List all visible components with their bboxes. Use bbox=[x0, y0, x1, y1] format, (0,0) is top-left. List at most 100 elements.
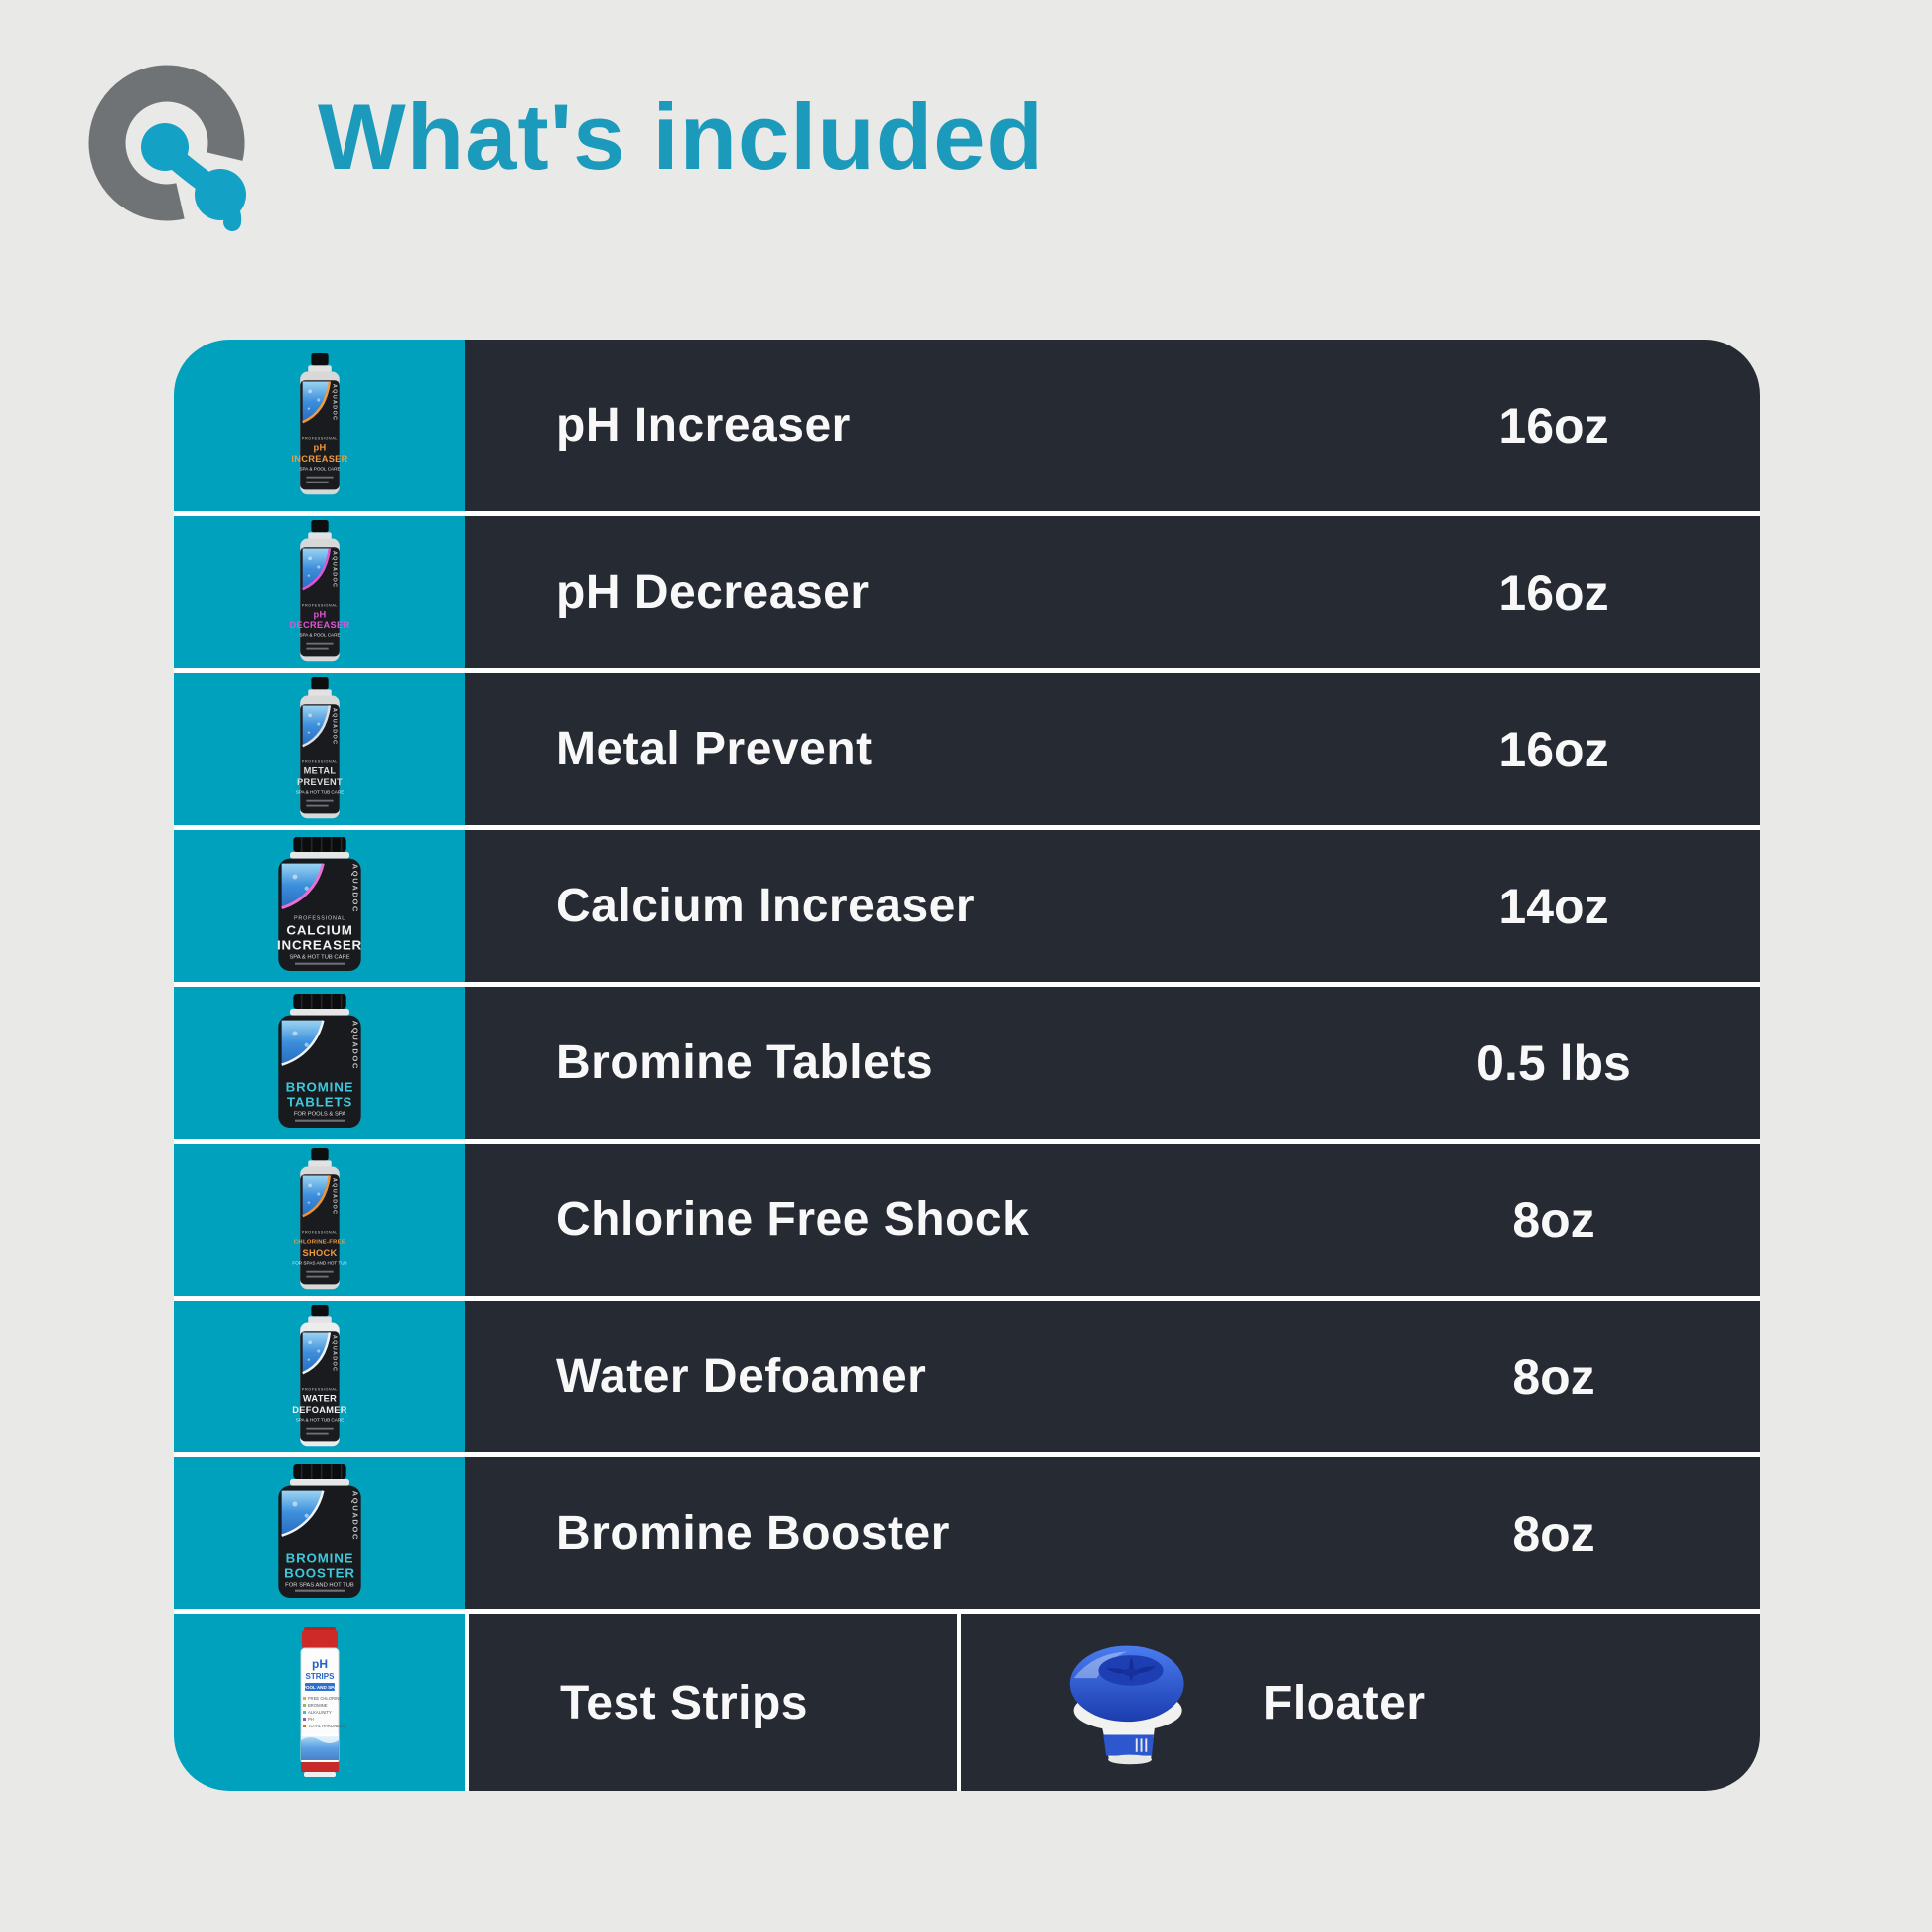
svg-text:FREE CHLORINE: FREE CHLORINE bbox=[308, 1696, 342, 1701]
svg-text:AQUADOC: AQUADOC bbox=[331, 1334, 337, 1371]
product-name: Bromine Tablets bbox=[556, 1036, 934, 1089]
table-row-water-defoamer: AQUADOC PROFESSIONAL WATER DEFOAMER SPA … bbox=[174, 1301, 1760, 1452]
table-row-chlorine-free-shock: AQUADOC PROFESSIONAL CHLORINE-FREE SHOCK… bbox=[174, 1144, 1760, 1296]
product-size: 8oz bbox=[1512, 1505, 1595, 1562]
product-row-main: pH Decreaser 16oz bbox=[465, 516, 1760, 668]
product-name: Metal Prevent bbox=[556, 723, 873, 775]
svg-text:FOR SPAS AND HOT TUB: FOR SPAS AND HOT TUB bbox=[292, 1260, 346, 1265]
svg-text:PREVENT: PREVENT bbox=[297, 776, 343, 786]
product-row-main: Water Defoamer 8oz bbox=[465, 1301, 1760, 1452]
svg-text:TOTAL HARDNESS: TOTAL HARDNESS bbox=[308, 1724, 345, 1728]
table-row-metal-prevent: AQUADOC PROFESSIONAL METAL PREVENT SPA &… bbox=[174, 673, 1760, 825]
svg-text:METAL: METAL bbox=[303, 765, 336, 775]
svg-text:INCREASER: INCREASER bbox=[291, 453, 347, 463]
product-size: 8oz bbox=[1512, 1191, 1595, 1248]
table-row-test-strips-floater: pH STRIPS POOL AND SPA FREE CHLORINE BRO… bbox=[174, 1614, 1760, 1791]
product-size: 16oz bbox=[1498, 564, 1609, 621]
included-items-table: AQUADOC PROFESSIONAL pH INCREASER SPA & … bbox=[174, 340, 1760, 1791]
product-image-cell: AQUADOC BROMINE BOOSTER FOR SPAS AND HOT… bbox=[174, 1457, 465, 1609]
page-title: What's included bbox=[318, 84, 1044, 189]
svg-text:PROFESSIONAL: PROFESSIONAL bbox=[301, 759, 337, 763]
product-row-main: Metal Prevent 16oz bbox=[465, 673, 1760, 825]
svg-text:PH: PH bbox=[308, 1717, 314, 1722]
calcium-increaser-jar-image: AQUADOC PROFESSIONAL CALCIUM INCREASER S… bbox=[277, 836, 362, 971]
svg-text:AQUADOC: AQUADOC bbox=[331, 550, 337, 587]
svg-text:TABLETS: TABLETS bbox=[286, 1094, 351, 1109]
svg-text:AQUADOC: AQUADOC bbox=[350, 863, 359, 912]
table-row-bromine-tablets: AQUADOC BROMINE TABLETS FOR POOLS & SPA … bbox=[174, 987, 1760, 1139]
table-row-ph-increaser: AQUADOC PROFESSIONAL pH INCREASER SPA & … bbox=[174, 340, 1760, 511]
product-name: Water Defoamer bbox=[556, 1350, 927, 1403]
svg-text:DEFOAMER: DEFOAMER bbox=[292, 1404, 347, 1414]
ph-increaser-bottle-image: AQUADOC PROFESSIONAL pH INCREASER SPA & … bbox=[291, 352, 347, 494]
chlorine-free-shock-bottle-image: AQUADOC PROFESSIONAL CHLORINE-FREE SHOCK… bbox=[292, 1147, 346, 1289]
product-name: pH Increaser bbox=[556, 399, 851, 452]
test-strips-cell: Test Strips bbox=[469, 1614, 957, 1791]
ph-decreaser-bottle-image: AQUADOC PROFESSIONAL pH DECREASER SPA & … bbox=[289, 519, 349, 661]
bottle-brand-text: AQUADOC bbox=[331, 383, 337, 420]
svg-text:BROMINE: BROMINE bbox=[308, 1703, 328, 1708]
floater-cell: Floater bbox=[961, 1614, 1760, 1791]
svg-text:CALCIUM: CALCIUM bbox=[286, 922, 352, 937]
product-size: 16oz bbox=[1498, 721, 1609, 777]
product-size: 16oz bbox=[1498, 397, 1609, 454]
svg-text:PROFESSIONAL: PROFESSIONAL bbox=[301, 1387, 337, 1391]
svg-text:POOL AND SPA: POOL AND SPA bbox=[302, 1685, 337, 1690]
svg-text:AQUADOC: AQUADOC bbox=[350, 1490, 359, 1540]
svg-text:SPA & HOT TUB CARE: SPA & HOT TUB CARE bbox=[295, 1417, 344, 1422]
svg-text:SPA & POOL CARE: SPA & POOL CARE bbox=[299, 632, 340, 637]
product-image-cell: AQUADOC PROFESSIONAL WATER DEFOAMER SPA … bbox=[174, 1301, 465, 1452]
product-name: pH Decreaser bbox=[556, 566, 870, 619]
floater-label: Floater bbox=[1263, 1676, 1426, 1729]
table-row-calcium-increaser: AQUADOC PROFESSIONAL CALCIUM INCREASER S… bbox=[174, 830, 1760, 982]
product-image-cell: AQUADOC PROFESSIONAL pH INCREASER SPA & … bbox=[174, 340, 465, 511]
water-defoamer-bottle-image: AQUADOC PROFESSIONAL WATER DEFOAMER SPA … bbox=[292, 1304, 347, 1446]
product-row-main: Bromine Tablets 0.5 lbs bbox=[465, 987, 1760, 1139]
svg-text:SHOCK: SHOCK bbox=[302, 1247, 337, 1257]
svg-text:SPA & POOL CARE: SPA & POOL CARE bbox=[299, 466, 340, 471]
bromine-booster-jar-image: AQUADOC BROMINE BOOSTER FOR SPAS AND HOT… bbox=[277, 1463, 361, 1598]
product-image-cell: pH STRIPS POOL AND SPA FREE CHLORINE BRO… bbox=[174, 1614, 465, 1791]
product-image-cell: AQUADOC PROFESSIONAL CALCIUM INCREASER S… bbox=[174, 830, 465, 982]
product-image-cell: AQUADOC BROMINE TABLETS FOR POOLS & SPA bbox=[174, 987, 465, 1139]
svg-text:pH: pH bbox=[312, 1657, 328, 1671]
product-name: Calcium Increaser bbox=[556, 880, 976, 932]
product-size: 0.5 lbs bbox=[1476, 1035, 1631, 1091]
aquadoc-logo bbox=[88, 65, 246, 231]
svg-text:WATER: WATER bbox=[302, 1393, 336, 1403]
table-row-bromine-booster: AQUADOC BROMINE BOOSTER FOR SPAS AND HOT… bbox=[174, 1457, 1760, 1609]
svg-text:BROMINE: BROMINE bbox=[285, 1079, 353, 1094]
svg-text:INCREASER: INCREASER bbox=[277, 937, 362, 952]
product-row-main: Chlorine Free Shock 8oz bbox=[465, 1144, 1760, 1296]
test-strips-bottle-image: pH STRIPS POOL AND SPA FREE CHLORINE BRO… bbox=[300, 1627, 345, 1777]
svg-text:DECREASER: DECREASER bbox=[289, 620, 349, 629]
product-row-main: pH Increaser 16oz bbox=[465, 340, 1760, 511]
svg-text:BROMINE: BROMINE bbox=[285, 1550, 353, 1565]
product-row-main: Bromine Booster 8oz bbox=[465, 1457, 1760, 1609]
chemical-floater-image bbox=[1069, 1645, 1184, 1765]
svg-text:PROFESSIONAL: PROFESSIONAL bbox=[301, 603, 337, 607]
svg-text:CHLORINE-FREE: CHLORINE-FREE bbox=[293, 1239, 345, 1245]
product-image-cell: AQUADOC PROFESSIONAL CHLORINE-FREE SHOCK… bbox=[174, 1144, 465, 1296]
svg-text:PROFESSIONAL: PROFESSIONAL bbox=[293, 915, 345, 921]
product-image-cell: AQUADOC PROFESSIONAL pH DECREASER SPA & … bbox=[174, 516, 465, 668]
svg-text:pH: pH bbox=[313, 442, 326, 452]
svg-text:PROFESSIONAL: PROFESSIONAL bbox=[301, 436, 337, 440]
svg-text:PROFESSIONAL: PROFESSIONAL bbox=[301, 1230, 337, 1234]
test-strips-label: Test Strips bbox=[560, 1676, 808, 1729]
product-name: Bromine Booster bbox=[556, 1507, 950, 1560]
svg-text:FOR POOLS & SPA: FOR POOLS & SPA bbox=[293, 1111, 345, 1117]
svg-text:ALKALINITY: ALKALINITY bbox=[308, 1710, 332, 1715]
svg-text:FOR SPAS AND HOT TUB: FOR SPAS AND HOT TUB bbox=[285, 1582, 354, 1587]
bromine-tablets-jar-image: AQUADOC BROMINE TABLETS FOR POOLS & SPA bbox=[277, 993, 361, 1128]
table-row-ph-decreaser: AQUADOC PROFESSIONAL pH DECREASER SPA & … bbox=[174, 516, 1760, 668]
product-row-main: Calcium Increaser 14oz bbox=[465, 830, 1760, 982]
svg-text:SPA & HOT TUB CARE: SPA & HOT TUB CARE bbox=[295, 789, 344, 794]
product-size: 8oz bbox=[1512, 1348, 1595, 1405]
svg-text:AQUADOC: AQUADOC bbox=[331, 1177, 337, 1214]
product-image-cell: AQUADOC PROFESSIONAL METAL PREVENT SPA &… bbox=[174, 673, 465, 825]
svg-text:AQUADOC: AQUADOC bbox=[331, 707, 337, 744]
svg-text:AQUADOC: AQUADOC bbox=[350, 1020, 359, 1069]
product-name: Chlorine Free Shock bbox=[556, 1193, 1030, 1246]
svg-text:SPA & HOT TUB CARE: SPA & HOT TUB CARE bbox=[289, 954, 349, 960]
